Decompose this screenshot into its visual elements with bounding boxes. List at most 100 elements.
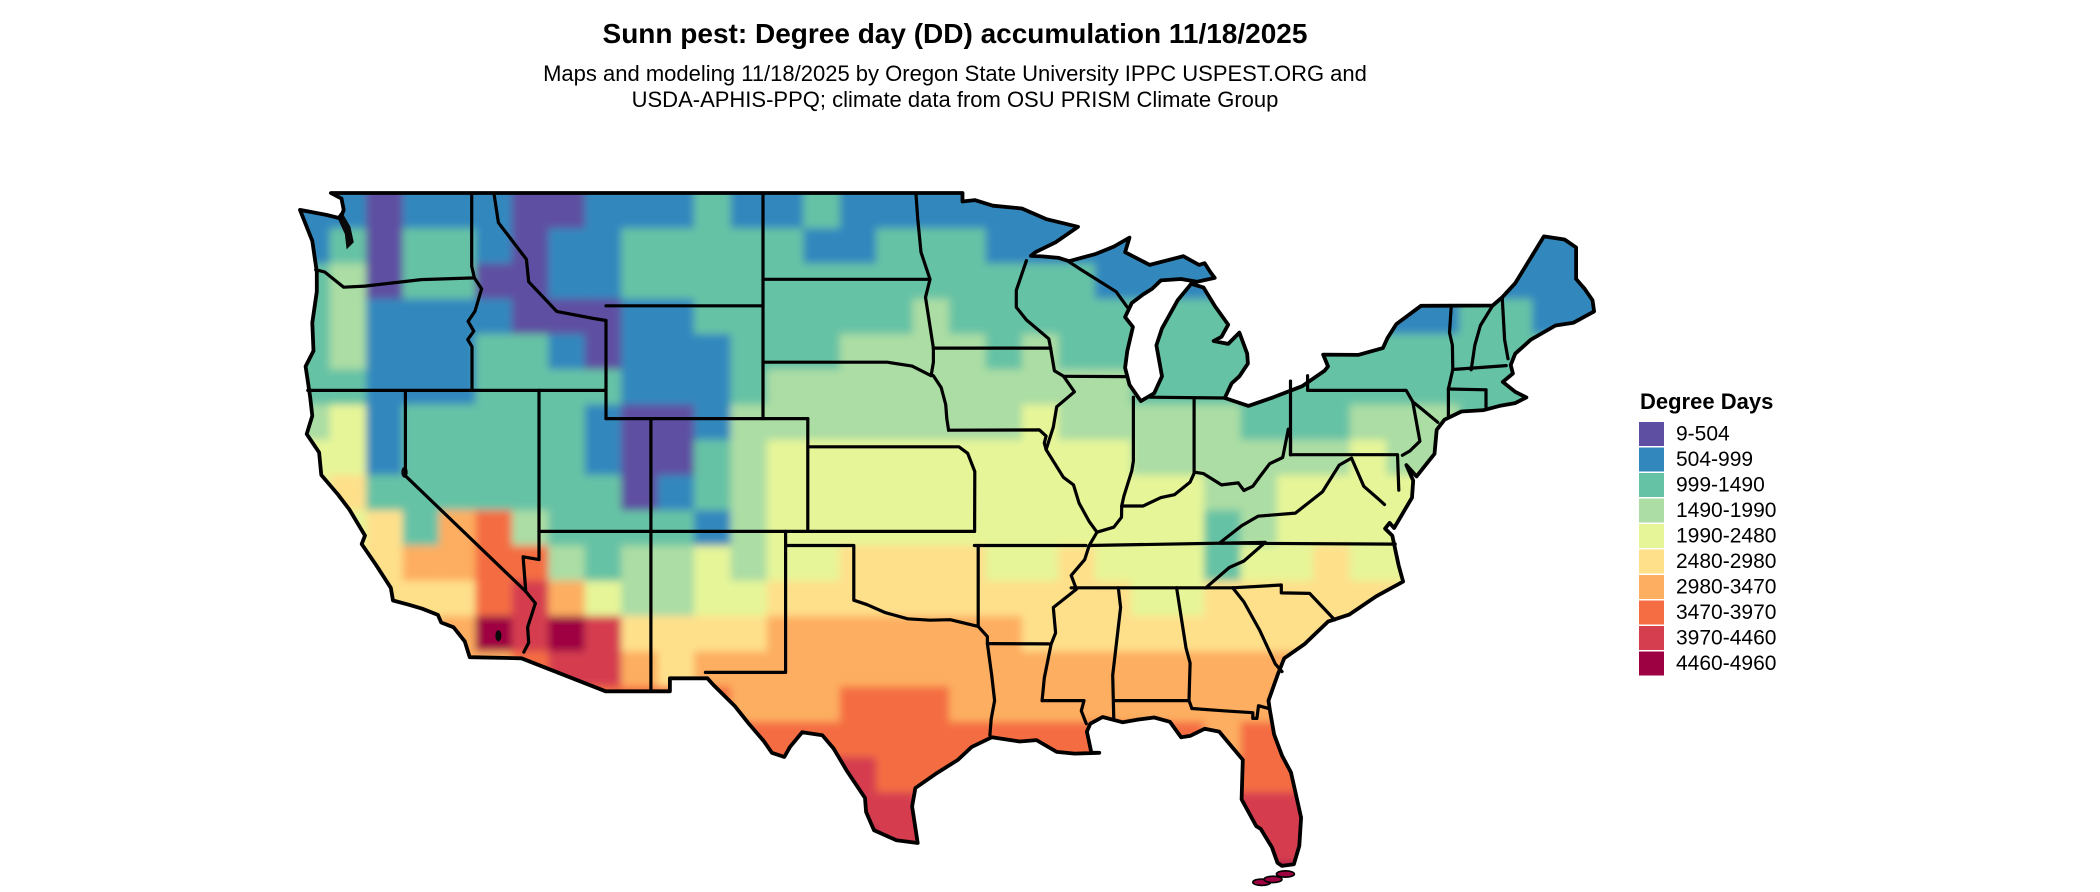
raster-cell [657, 404, 696, 442]
raster-cell [1131, 404, 1170, 442]
state-border-line [703, 529, 788, 674]
raster-cell [1204, 616, 1242, 653]
raster-cell [876, 369, 915, 407]
raster-cell [1058, 510, 1097, 548]
raster-cell [912, 404, 951, 442]
raster-cell [366, 193, 404, 230]
raster-cell [1167, 369, 1206, 407]
state-border-line [1120, 395, 1135, 508]
raster-cell [1349, 369, 1388, 407]
raster-cell [912, 475, 951, 512]
raster-cell [876, 263, 915, 301]
raster-cell [912, 721, 951, 759]
raster-cell [584, 616, 623, 653]
raster-cell [439, 580, 477, 618]
state-border-line [1231, 583, 1337, 622]
raster-cell [694, 369, 732, 407]
state-border-line [492, 191, 608, 323]
raster-cell [366, 404, 404, 442]
raster-cell [439, 263, 477, 301]
raster-cell [766, 686, 805, 724]
legend-swatch-0 [1639, 422, 1664, 446]
raster-cell [329, 334, 368, 371]
raster-cell [584, 193, 623, 230]
raster-cell [985, 369, 1024, 407]
raster-cell [839, 298, 878, 336]
raster-cell [1058, 545, 1097, 583]
raster-cell [803, 263, 842, 301]
raster-cell [1240, 439, 1279, 477]
raster-cell [985, 475, 1024, 512]
raster-cell [985, 228, 1024, 266]
raster-cell [1021, 369, 1060, 407]
state-border-line [466, 276, 484, 392]
raster-cell [876, 404, 915, 442]
raster-cell [621, 334, 660, 371]
raster-cell [657, 263, 696, 301]
raster-cell [985, 510, 1024, 548]
raster-cell [511, 369, 550, 407]
raster-cell [511, 439, 550, 477]
raster-cell [475, 580, 514, 618]
legend-label-9: 4460-4960 [1676, 652, 1776, 675]
state-border-line [522, 589, 537, 654]
raster-cell [1058, 334, 1097, 371]
raster-cell [621, 580, 660, 618]
raster-cell [1021, 686, 1060, 724]
raster-cell [329, 404, 368, 442]
raster-cell [1167, 651, 1206, 689]
raster-cell [475, 439, 514, 477]
map-subtitle-line2: USDA-APHIS-PPQ; climate data from OSU PR… [632, 87, 1279, 112]
raster-cell [949, 404, 987, 442]
raster-cell [1131, 510, 1170, 548]
raster-cell [839, 334, 878, 371]
raster-cell [694, 404, 732, 442]
raster-cell [548, 616, 587, 653]
salton-sea-icon [495, 630, 502, 642]
legend-swatch-4 [1639, 524, 1664, 548]
raster-cell [985, 334, 1024, 371]
raster-cell [803, 228, 842, 266]
raster-cell [1131, 616, 1170, 653]
raster-cell [876, 686, 915, 724]
legend-label-2: 999-1490 [1676, 474, 1765, 497]
raster-cell [1021, 545, 1060, 583]
raster-cell [949, 580, 987, 618]
raster-cell [657, 439, 696, 477]
raster-cell [949, 651, 987, 689]
legend-label-4: 1990-2480 [1676, 525, 1776, 548]
raster-cell [1277, 545, 1315, 583]
raster-cell [912, 651, 951, 689]
state-border-line [1446, 387, 1488, 392]
raster-cell [1313, 439, 1352, 477]
raster-cell [1204, 404, 1242, 442]
raster-cell [1313, 580, 1352, 618]
raster-cell [766, 228, 805, 266]
raster-cell [1094, 545, 1133, 583]
raster-cell [912, 580, 951, 618]
raster-cell [1167, 545, 1206, 583]
raster-cell [730, 616, 769, 653]
raster-cell [511, 334, 550, 371]
raster-cell [1058, 616, 1097, 653]
raster-cell [402, 510, 441, 548]
raster-cell [949, 298, 987, 336]
raster-cell [1277, 510, 1315, 548]
state-border-line [1500, 295, 1510, 361]
raster-cell [366, 298, 404, 336]
raster-cell [402, 369, 441, 407]
raster-cell [584, 369, 623, 407]
raster-cell [548, 228, 587, 266]
state-border-line [314, 268, 476, 289]
legend-swatch-2 [1639, 473, 1664, 497]
raster-cell [1386, 369, 1425, 407]
raster-cell [475, 404, 514, 442]
raster-cell [1349, 475, 1388, 512]
raster-cell [584, 510, 623, 548]
us-outline [298, 191, 1596, 868]
raster-cell [548, 404, 587, 442]
raster-cell [366, 369, 404, 407]
state-border-line [1204, 540, 1267, 590]
raster-cell [1021, 510, 1060, 548]
raster-cell [584, 580, 623, 618]
